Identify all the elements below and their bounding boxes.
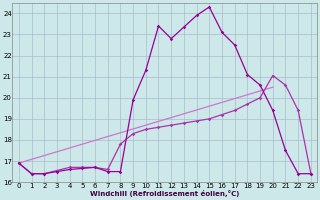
X-axis label: Windchill (Refroidissement éolien,°C): Windchill (Refroidissement éolien,°C): [90, 190, 240, 197]
